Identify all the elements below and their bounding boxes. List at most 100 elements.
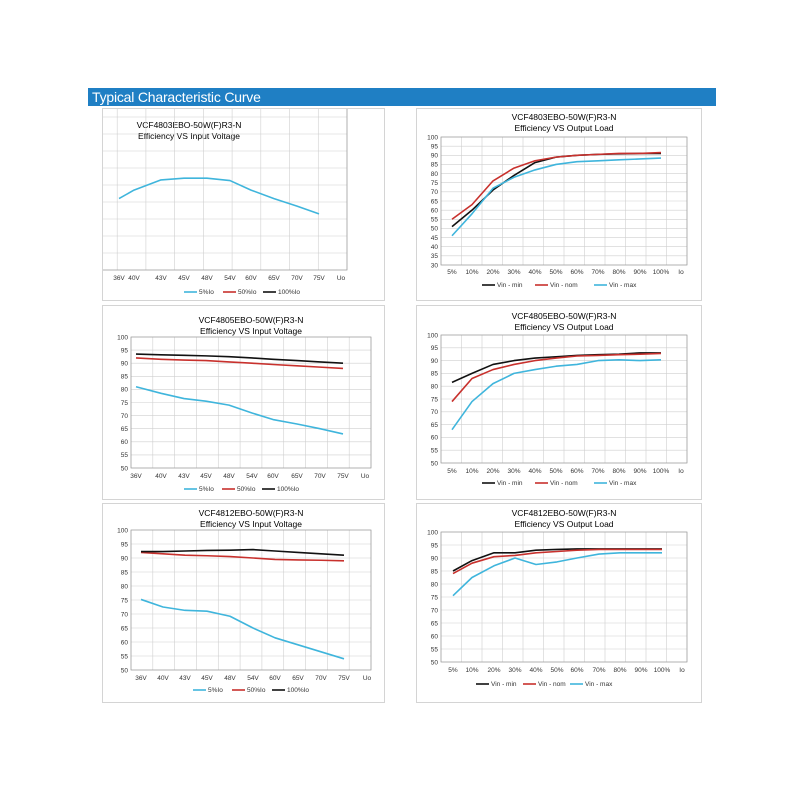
legend-label: 50%Io xyxy=(237,486,256,493)
legend-label: 100%Io xyxy=(278,289,300,296)
x-tick-label: 75V xyxy=(313,275,325,282)
plot-area xyxy=(440,136,688,266)
x-tick-label: 10% xyxy=(465,269,478,276)
y-tick-label: 60 xyxy=(121,439,129,446)
chart-panel-1: VCF4803EBO-50W(F)R3-N Efficiency VS Input… xyxy=(102,108,385,301)
x-tick-label: 50% xyxy=(549,468,562,475)
y-tick-label: 95 xyxy=(431,143,439,150)
x-tick-label: 5% xyxy=(448,667,458,674)
y-tick-label: 85 xyxy=(431,568,439,575)
y-tick-label: 90 xyxy=(431,555,439,562)
y-tick-label: 80 xyxy=(431,171,439,178)
y-tick-label: 50 xyxy=(431,460,439,467)
x-tick-label: 70V xyxy=(315,675,327,682)
x-tick-label: 48V xyxy=(201,275,213,282)
x-tick-label: 36V xyxy=(135,675,147,682)
chart-subtitle: Efficiency VS Input Voltage xyxy=(200,326,302,336)
y-tick-label: 40 xyxy=(431,244,439,251)
chart-subtitle: Efficiency VS Output Load xyxy=(514,322,613,332)
x-tick-label: 70% xyxy=(591,468,604,475)
y-tick-label: 50 xyxy=(121,667,129,674)
y-tick-label: 85 xyxy=(121,374,129,381)
chart-panel-6: VCF4812EBO-50W(F)R3-N Efficiency VS Outpu… xyxy=(416,503,702,703)
series-line xyxy=(140,598,345,660)
x-tick-label: 45V xyxy=(178,275,190,282)
y-tick-label: 55 xyxy=(431,646,439,653)
x-tick-label: 60% xyxy=(570,269,583,276)
x-tick-label: 48V xyxy=(223,473,235,480)
x-tick-label: 54V xyxy=(246,473,258,480)
legend-label: Vin - nom xyxy=(550,282,578,289)
series-line xyxy=(452,548,662,575)
chart-title: VCF4805EBO-50W(F)R3-N xyxy=(199,315,304,325)
x-tick-label: 30% xyxy=(507,269,520,276)
x-tick-label: 48V xyxy=(224,675,236,682)
plot-area xyxy=(103,109,348,271)
chart-title: VCF4803EBO-50W(F)R3-N xyxy=(137,120,242,130)
x-tick-label: 100% xyxy=(654,667,671,674)
x-axis-label: Io xyxy=(679,667,685,674)
y-tick-label: 30 xyxy=(431,262,439,269)
legend-label: 5%Io xyxy=(199,289,214,296)
x-axis-label: Uo xyxy=(337,275,346,282)
series-line xyxy=(135,386,344,435)
x-tick-label: 54V xyxy=(224,275,236,282)
x-tick-label: 90% xyxy=(633,468,646,475)
legend-label: Vin - nom xyxy=(550,480,578,487)
y-tick-label: 50 xyxy=(431,659,439,666)
x-tick-label: 40% xyxy=(528,269,541,276)
y-tick-label: 70 xyxy=(121,413,129,420)
x-axis-label: Uo xyxy=(363,675,372,682)
x-tick-label: 20% xyxy=(486,269,499,276)
series-line xyxy=(452,551,662,597)
x-tick-label: 90% xyxy=(634,667,647,674)
legend-label: 5%Io xyxy=(208,687,223,694)
x-tick-label: 43V xyxy=(179,675,191,682)
y-tick-label: 55 xyxy=(121,452,129,459)
x-axis-label: Io xyxy=(678,269,684,276)
y-tick-label: 75 xyxy=(431,594,439,601)
plot-area xyxy=(440,334,688,464)
y-tick-label: 65 xyxy=(431,422,439,429)
x-tick-label: 20% xyxy=(486,468,499,475)
x-tick-label: 5% xyxy=(447,468,457,475)
x-tick-label: 65V xyxy=(268,275,280,282)
x-tick-label: 36V xyxy=(130,473,142,480)
series-line xyxy=(141,548,345,556)
plot-area xyxy=(130,336,372,469)
y-tick-label: 90 xyxy=(431,358,439,365)
x-tick-label: 45V xyxy=(201,675,213,682)
x-tick-label: 40V xyxy=(155,473,167,480)
x-tick-label: 40% xyxy=(529,667,542,674)
y-tick-label: 100 xyxy=(117,334,128,341)
y-tick-label: 95 xyxy=(431,345,439,352)
series-line xyxy=(451,352,662,403)
y-tick-label: 95 xyxy=(121,347,129,354)
x-tick-label: 20% xyxy=(487,667,500,674)
chart-subtitle: Efficiency VS Output Load xyxy=(514,519,613,529)
chart-title: VCF4812EBO-50W(F)R3-N xyxy=(199,508,304,518)
y-tick-label: 100 xyxy=(427,529,438,536)
y-tick-label: 85 xyxy=(121,569,129,576)
x-tick-label: 100% xyxy=(653,269,670,276)
y-tick-label: 70 xyxy=(431,189,439,196)
legend-label: Vin - min xyxy=(497,282,523,289)
y-tick-label: 80 xyxy=(431,581,439,588)
x-tick-label: 70% xyxy=(591,269,604,276)
x-tick-label: 50% xyxy=(550,667,563,674)
chart-panel-4: VCF4805EBO-50W(F)R3-N Efficiency VS Outpu… xyxy=(416,305,702,500)
y-tick-label: 75 xyxy=(121,400,129,407)
y-tick-label: 80 xyxy=(121,387,129,394)
x-tick-label: 65V xyxy=(291,473,303,480)
x-tick-label: 43V xyxy=(155,275,167,282)
y-tick-label: 95 xyxy=(431,542,439,549)
y-tick-label: 75 xyxy=(431,396,439,403)
y-tick-label: 95 xyxy=(121,541,129,548)
y-tick-label: 55 xyxy=(121,653,129,660)
chart-panel-2: VCF4803EBO-50W(F)R3-N Efficiency VS Outpu… xyxy=(416,108,702,301)
y-tick-label: 100 xyxy=(427,134,438,141)
x-axis-label: Io xyxy=(678,468,684,475)
